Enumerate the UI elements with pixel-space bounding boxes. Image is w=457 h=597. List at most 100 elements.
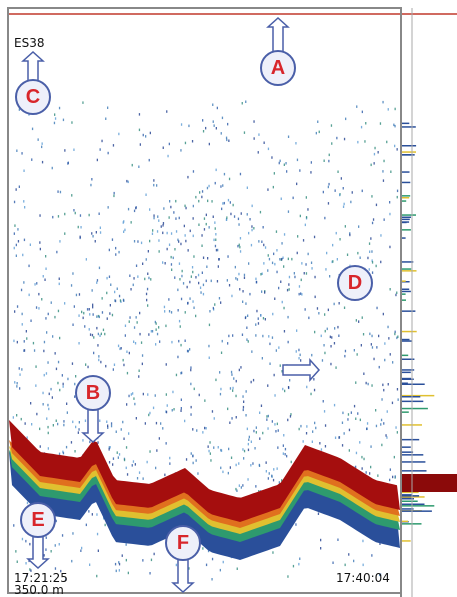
echo-dot bbox=[66, 402, 68, 405]
echo-dot bbox=[394, 332, 396, 336]
echo-dot bbox=[282, 387, 284, 391]
echo-dot bbox=[301, 262, 303, 265]
echo-dot bbox=[71, 362, 74, 365]
echo-dot bbox=[16, 385, 18, 388]
echo-dot bbox=[139, 332, 141, 336]
echo-dot bbox=[172, 390, 174, 394]
echo-dot bbox=[39, 427, 41, 431]
callout-arrow bbox=[282, 358, 321, 382]
echo-dot bbox=[180, 371, 182, 375]
echo-dot bbox=[255, 426, 257, 429]
echo-dot bbox=[372, 218, 375, 221]
histogram-bar bbox=[401, 540, 411, 542]
echo-dot bbox=[281, 370, 283, 373]
echo-dot bbox=[235, 379, 237, 383]
echo-dot bbox=[78, 421, 80, 424]
echo-dot bbox=[253, 429, 255, 433]
echo-dot bbox=[179, 278, 181, 281]
histogram-bar bbox=[401, 451, 414, 453]
echo-dot bbox=[271, 475, 273, 478]
echo-dot bbox=[320, 538, 322, 542]
callout-f: F bbox=[165, 525, 201, 561]
echo-dot bbox=[195, 459, 197, 462]
seabed-red bbox=[9, 420, 400, 522]
echo-dot bbox=[175, 373, 178, 377]
echo-dot bbox=[335, 366, 337, 369]
echo-dot bbox=[263, 141, 265, 144]
echo-dot bbox=[86, 308, 89, 311]
echo-dot bbox=[79, 214, 82, 217]
echo-dot bbox=[45, 372, 48, 375]
echo-dot bbox=[382, 383, 384, 387]
echo-dot bbox=[23, 349, 25, 352]
end-time: 17:40:04 bbox=[336, 571, 390, 585]
echo-dot bbox=[96, 158, 98, 162]
echo-dot bbox=[147, 250, 149, 253]
echo-dot bbox=[324, 313, 326, 316]
echo-dot bbox=[267, 414, 269, 418]
echo-dot bbox=[79, 235, 81, 239]
echo-dot bbox=[97, 441, 99, 444]
echo-dot bbox=[389, 353, 391, 356]
echo-dot bbox=[131, 464, 133, 467]
echo-dot bbox=[396, 148, 398, 151]
echo-dot bbox=[58, 282, 60, 286]
echo-dot bbox=[98, 355, 100, 358]
echo-dot bbox=[374, 146, 376, 150]
echo-dot bbox=[389, 245, 391, 249]
echo-dot bbox=[108, 275, 111, 278]
echo-dot bbox=[243, 276, 246, 279]
echo-dot bbox=[80, 226, 82, 229]
echo-dot bbox=[283, 233, 286, 236]
echo-dot bbox=[225, 136, 228, 140]
echo-dot bbox=[139, 143, 141, 146]
echo-dot bbox=[386, 436, 388, 439]
callout-circle bbox=[20, 502, 56, 538]
echo-dot bbox=[42, 275, 44, 278]
echo-dot bbox=[145, 258, 147, 261]
echo-dot bbox=[235, 277, 237, 280]
echo-dot bbox=[269, 362, 271, 365]
echo-dot bbox=[241, 333, 244, 336]
echo-dot bbox=[72, 323, 74, 326]
echo-dot bbox=[350, 200, 352, 204]
echo-dot bbox=[385, 434, 387, 437]
echo-dot bbox=[192, 461, 194, 465]
echo-dot bbox=[343, 306, 346, 309]
echo-dot bbox=[305, 432, 308, 435]
echo-dot bbox=[359, 441, 361, 444]
echo-dot bbox=[61, 534, 64, 537]
echo-dot bbox=[390, 170, 392, 173]
start-time: 17:21:25 bbox=[14, 571, 68, 585]
callout-arrow bbox=[81, 407, 105, 444]
echo-dot bbox=[380, 260, 382, 264]
echo-dot bbox=[113, 363, 116, 366]
echo-dot bbox=[375, 264, 377, 268]
echo-dot bbox=[219, 392, 222, 396]
echo-dot bbox=[192, 217, 194, 220]
echo-dot bbox=[268, 335, 270, 338]
echo-dot bbox=[134, 402, 136, 406]
echo-dot bbox=[337, 170, 339, 173]
echo-dot bbox=[178, 339, 180, 343]
echo-dot bbox=[211, 578, 213, 581]
echo-dot bbox=[303, 272, 305, 275]
echo-dot bbox=[158, 437, 160, 440]
histogram-bar bbox=[401, 154, 412, 156]
histogram-bar bbox=[401, 310, 416, 312]
echo-dot bbox=[240, 366, 242, 369]
echo-dot bbox=[218, 297, 221, 300]
echo-dot bbox=[375, 203, 378, 207]
echo-dot bbox=[208, 356, 210, 359]
echo-dot bbox=[345, 117, 347, 121]
histogram-bar bbox=[401, 411, 409, 413]
echo-dot bbox=[298, 357, 300, 360]
echo-dot bbox=[283, 306, 285, 310]
echo-dot bbox=[396, 431, 398, 434]
echo-dot bbox=[314, 421, 316, 425]
echo-dot bbox=[344, 563, 346, 567]
echo-dot bbox=[72, 272, 74, 275]
echo-dot bbox=[214, 221, 216, 224]
echo-dot bbox=[133, 326, 136, 329]
echo-dot bbox=[55, 519, 57, 523]
